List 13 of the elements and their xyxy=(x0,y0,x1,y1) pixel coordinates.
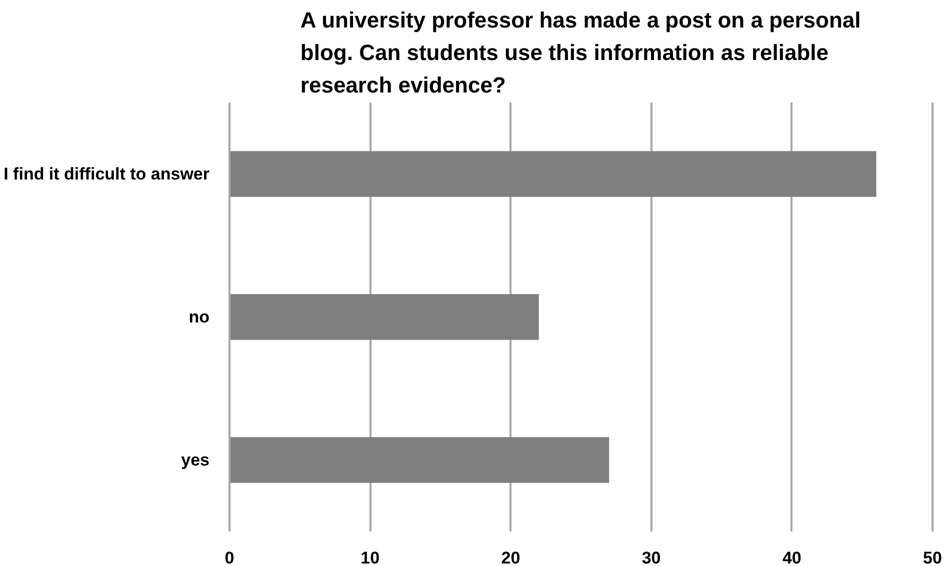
x-tick-label: 50 xyxy=(923,548,942,566)
chart-title: A university professor has made a post on a personal blog. Can students use this information as reliable research evidence? xyxy=(300,8,861,98)
x-tick-label: 0 xyxy=(224,548,234,566)
y-tick-label: I find it difficult to answer xyxy=(4,164,210,184)
bar xyxy=(230,437,610,483)
x-tick-label: 40 xyxy=(782,548,802,566)
bar xyxy=(230,294,539,340)
x-tick-label: 20 xyxy=(501,548,520,566)
bar xyxy=(230,151,876,197)
x-tick-label: 30 xyxy=(642,548,661,566)
y-tick-label: yes xyxy=(181,450,210,470)
x-tick-label: 10 xyxy=(360,548,380,566)
y-tick-label: no xyxy=(188,308,210,326)
